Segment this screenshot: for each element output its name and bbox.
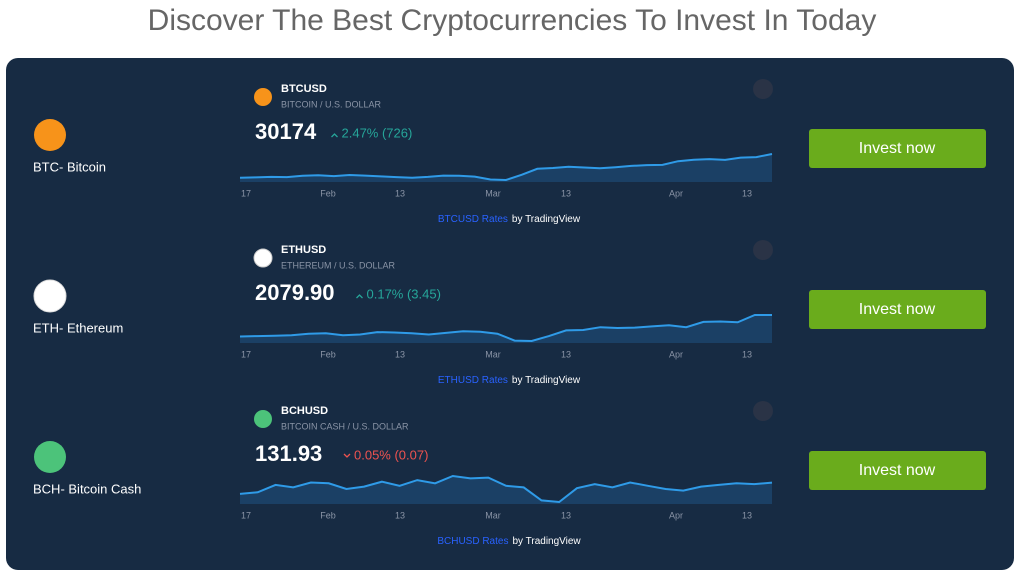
- coin-icon: [34, 119, 66, 151]
- rates-link[interactable]: BCHUSD Rates: [437, 536, 508, 547]
- description: ETHEREUM / U.S. DOLLAR: [281, 260, 396, 270]
- sparkline: [239, 474, 773, 504]
- price: 30174: [255, 119, 317, 144]
- invest-button-label[interactable]: Invest now: [859, 140, 936, 157]
- x-label: Feb: [320, 349, 336, 359]
- change: 2.47% (726): [342, 125, 413, 140]
- x-label: 17: [241, 188, 251, 198]
- crypto-row: BCH- Bitcoin Cash BCHUSD BITCOIN CASH / U.…: [33, 401, 986, 547]
- price: 2079.90: [255, 280, 335, 305]
- rates-link[interactable]: BTCUSD Rates: [438, 214, 508, 225]
- x-label: 13: [742, 510, 752, 520]
- x-label: Feb: [320, 188, 336, 198]
- x-label: 13: [395, 349, 405, 359]
- credit-line: ETHUSD Rates by TradingView: [438, 375, 581, 386]
- sparkline-area: [240, 154, 772, 182]
- invest-button[interactable]: [809, 290, 986, 329]
- coin-label: BCH- Bitcoin Cash: [33, 481, 141, 496]
- sparkline: [239, 314, 772, 343]
- x-label: Mar: [485, 349, 501, 359]
- credit: by TradingView: [512, 375, 581, 386]
- x-label: Feb: [320, 510, 336, 520]
- x-label: Apr: [669, 188, 683, 198]
- trend-arrow: [343, 453, 351, 458]
- coin-icon: [33, 279, 67, 313]
- x-label: 17: [241, 349, 251, 359]
- tradingview-logo: [753, 401, 773, 421]
- change: 0.17% (3.45): [367, 286, 441, 301]
- x-label: 13: [561, 188, 571, 198]
- symbol-icon: [254, 88, 272, 106]
- credit-line: BCHUSD Rates by TradingView: [437, 536, 581, 547]
- symbol: BTCUSD: [281, 83, 327, 95]
- credit: by TradingView: [512, 536, 581, 547]
- x-label: Mar: [485, 188, 501, 198]
- symbol: ETHUSD: [281, 244, 326, 256]
- tradingview-logo: [753, 79, 773, 99]
- coin-label: BTC- Bitcoin: [33, 159, 106, 174]
- coin-label: ETH- Ethereum: [33, 320, 123, 335]
- price: 131.93: [255, 441, 322, 466]
- rates-link[interactable]: ETHUSD Rates: [438, 375, 508, 386]
- sparkline-area: [240, 315, 772, 343]
- x-label: 13: [742, 188, 752, 198]
- credit: by TradingView: [512, 214, 581, 225]
- x-label: Apr: [669, 349, 683, 359]
- credit-line: BTCUSD Rates by TradingView: [438, 214, 581, 225]
- panel: [6, 58, 1014, 570]
- trend-arrow: [331, 133, 338, 138]
- description: BITCOIN / U.S. DOLLAR: [281, 99, 382, 109]
- invest-button[interactable]: [809, 129, 986, 168]
- change: 0.05% (0.07): [354, 447, 428, 462]
- x-label: Apr: [669, 510, 683, 520]
- invest-button[interactable]: [809, 451, 986, 490]
- x-label: 13: [742, 349, 752, 359]
- crypto-row: ETH- Ethereum ETHUSD ETHEREUM / U.S. DOLLA…: [33, 240, 986, 386]
- x-label: 17: [241, 510, 251, 520]
- symbol-icon: [253, 248, 273, 268]
- coin-icon: [34, 441, 66, 473]
- symbol-icon: [254, 410, 272, 428]
- symbol: BCHUSD: [281, 405, 328, 417]
- sparkline: [239, 153, 773, 182]
- tradingview-logo: [753, 240, 773, 260]
- x-label: 13: [395, 510, 405, 520]
- description: BITCOIN CASH / U.S. DOLLAR: [281, 421, 409, 431]
- page-title: Discover The Best Cryptocurrencies To In…: [148, 4, 877, 37]
- invest-button-label[interactable]: Invest now: [859, 462, 936, 479]
- x-label: Mar: [485, 510, 501, 520]
- x-label: 13: [395, 188, 405, 198]
- trend-arrow: [356, 294, 363, 299]
- invest-button-label[interactable]: Invest now: [859, 301, 936, 318]
- x-label: 13: [561, 349, 571, 359]
- sparkline-area: [240, 476, 772, 504]
- x-label: 13: [561, 510, 571, 520]
- crypto-row: BTC- Bitcoin BTCUSD BITCOIN / U.S. DOLLAR 3…: [33, 79, 986, 225]
